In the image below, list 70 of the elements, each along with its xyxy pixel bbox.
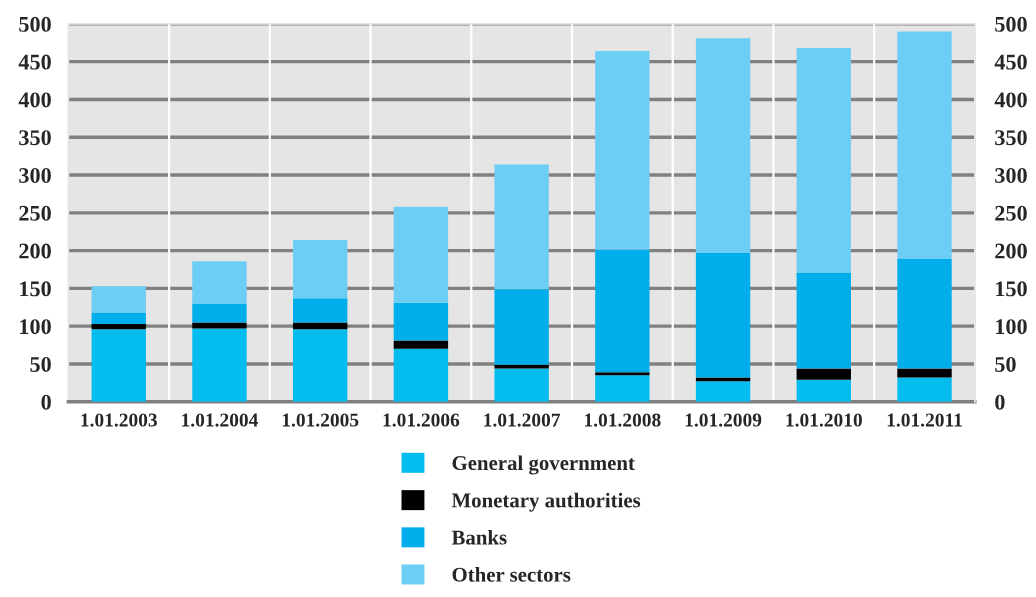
y2-tick-label: 0	[995, 394, 1005, 410]
y2-tick-label: 350	[995, 130, 1027, 146]
y-tick-label: 0	[41, 394, 51, 410]
bar	[393, 340, 449, 349]
y2-tick-label: 500	[995, 16, 1027, 32]
bar	[91, 329, 146, 402]
bar	[494, 289, 549, 365]
bar	[897, 258, 952, 369]
bar	[91, 323, 146, 330]
y2-tick-label: 100	[996, 319, 1027, 335]
bar	[192, 303, 247, 323]
y-tick-label: 400	[18, 92, 51, 108]
legend-label: Monetary authorities	[451, 492, 641, 512]
bar	[91, 286, 146, 313]
x-tick-label: 1.01.2005	[282, 413, 359, 427]
bar	[897, 31, 952, 259]
x-tick-label: 1.01.2007	[484, 413, 561, 427]
bar	[393, 348, 449, 402]
bar	[192, 322, 247, 329]
x-tick-label: 1.01.2010	[786, 413, 862, 427]
bar	[292, 240, 348, 299]
y2-tick-label: 450	[994, 54, 1027, 70]
y-tick-label: 100	[20, 319, 51, 335]
bar	[292, 329, 348, 402]
x-tick-label: 1.01.2008	[585, 413, 661, 427]
bar	[796, 272, 851, 369]
bar	[292, 298, 348, 323]
bar	[192, 328, 247, 402]
bar	[494, 364, 549, 369]
y-tick-label: 50	[30, 356, 51, 372]
bar	[595, 372, 650, 376]
y2-tick-label: 300	[995, 167, 1027, 183]
x-tick-label: 1.01.2006	[383, 413, 460, 427]
y-tick-label: 450	[18, 54, 51, 70]
bar	[695, 252, 751, 378]
bar	[494, 368, 549, 402]
bar	[796, 379, 851, 402]
bar	[292, 322, 348, 330]
bar	[695, 381, 751, 402]
bar	[192, 261, 247, 304]
legend-label: Banks	[451, 529, 507, 545]
y-tick-label: 250	[19, 205, 51, 221]
y-tick-label: 200	[19, 243, 51, 259]
bar	[595, 51, 650, 250]
y-tick-label: 500	[19, 16, 51, 32]
y2-tick-label: 50	[995, 356, 1016, 372]
y-tick-label: 150	[20, 281, 51, 297]
y2-tick-label: 200	[995, 243, 1027, 259]
y-tick-label: 300	[19, 167, 51, 183]
bar	[897, 377, 952, 402]
y2-tick-label: 150	[996, 281, 1027, 297]
x-tick-label: 1.01.2003	[81, 413, 157, 427]
bar	[595, 249, 650, 373]
bar	[91, 312, 146, 324]
bar	[494, 164, 549, 290]
x-tick-label: 1.01.2009	[685, 413, 762, 427]
bar	[695, 38, 751, 253]
bar	[393, 302, 449, 341]
bar	[595, 375, 650, 402]
bar	[796, 48, 851, 273]
x-tick-label: 1.01.2011	[887, 413, 962, 427]
y2-tick-label: 400	[994, 92, 1027, 108]
bar	[796, 368, 851, 380]
y-tick-label: 350	[19, 130, 51, 146]
x-tick-label: 1.01.2004	[182, 413, 258, 427]
y2-tick-label: 250	[995, 205, 1027, 221]
bar	[897, 368, 952, 378]
legend-label: Other sectors	[452, 567, 571, 582]
legend-label: General government	[452, 455, 635, 475]
bar	[393, 206, 449, 303]
